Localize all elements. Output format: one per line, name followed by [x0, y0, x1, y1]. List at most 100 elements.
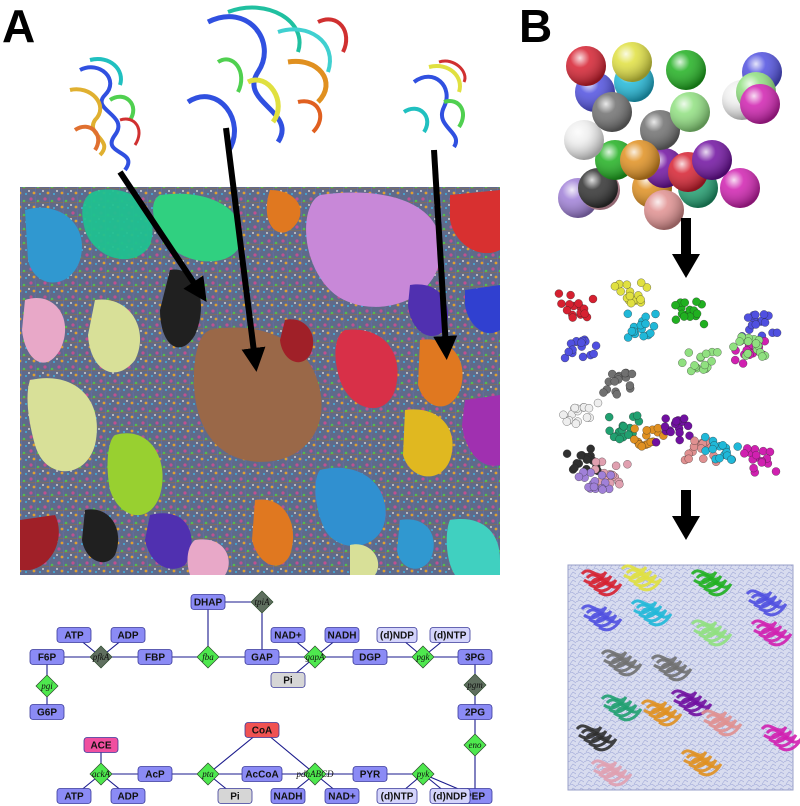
metabolite-node-g6p: G6P: [29, 704, 65, 720]
panel-a-letter: A: [2, 0, 35, 52]
bead-chain-models: [554, 278, 782, 494]
protein-structure-right: [402, 59, 467, 149]
protein-ribbon-gray: [650, 654, 693, 682]
metabolite-node-coa: CoA: [244, 722, 280, 738]
metabolite-label: F6P: [38, 653, 57, 664]
sphere-gray: [640, 110, 680, 150]
metabolite-node-f6p: F6P: [29, 649, 65, 665]
metabolite-node-dhap: DHAP: [190, 594, 226, 610]
metabolite-node-gap: GAP: [244, 649, 280, 665]
enzyme-label: pgm: [466, 680, 483, 690]
protein-ribbon-pink: [700, 709, 743, 737]
metabolite-label: (d)NTP: [381, 792, 414, 803]
metabolite-label: CoA: [252, 726, 273, 737]
metabolite-label: NAD+: [328, 792, 356, 803]
metabolite-label: DGP: [359, 653, 381, 664]
metabolite-label: Pi: [283, 676, 293, 687]
metabolite-node-adp1: ADP: [110, 627, 146, 643]
protein-ribbon-blue: [580, 604, 623, 632]
glycolysis-pathway-diagram: ATP ADP F6P FBP G6P DHAP GAP NAD+ NADH Pi DGP (d)ND…: [29, 590, 493, 804]
metabolite-label: 2PG: [465, 708, 485, 719]
bead-chain-white: [559, 398, 603, 428]
enzyme-node-pdh: pdhABCD: [296, 762, 334, 786]
metabolite-node-accoa: AcCoA: [241, 766, 283, 782]
metabolite-label: NADH: [274, 792, 303, 803]
enzyme-node-pgk: pgk: [411, 645, 435, 669]
protein-ribbon-yellow: [620, 564, 663, 592]
metabolite-label: NADH: [328, 631, 357, 642]
enzyme-label: pfkA: [92, 652, 110, 662]
metabolite-node-nadp2: NAD+: [324, 788, 360, 804]
metabolite-label: (d)NDP: [380, 631, 414, 642]
enzyme-label: pyk: [416, 769, 430, 779]
panel-b-arrow-bottom: [672, 490, 700, 540]
bead-chain-purple: [651, 414, 694, 447]
atomistic-solvated-box: [567, 564, 800, 791]
metabolite-node-dndp2: (d)NDP: [429, 788, 471, 804]
enzyme-label: tpiA: [255, 597, 271, 607]
metabolite-label: 3PG: [465, 653, 485, 664]
metabolite-node-nadp1: NAD+: [270, 627, 306, 643]
metabolite-node-adp2: ADP: [110, 788, 146, 804]
metabolite-label: (d)NDP: [433, 792, 467, 803]
enzyme-label: pgi: [40, 681, 53, 691]
metabolite-label: AcCoA: [245, 770, 278, 781]
bead-chain-blue: [560, 335, 601, 363]
metabolite-label: ADP: [117, 631, 138, 642]
metabolite-label: FBP: [145, 653, 165, 664]
metabolite-node-atp2: ATP: [56, 788, 92, 804]
sphere-magenta: [720, 168, 760, 208]
sphere-light_green: [670, 92, 710, 132]
bead-chain-yellow: [610, 278, 652, 308]
metabolite-node-dntp1: (d)NTP: [429, 627, 471, 643]
metabolite-label: PYR: [360, 770, 381, 781]
enzyme-node-fba: fba: [196, 645, 220, 669]
metabolite-node-pi2: Pi: [217, 788, 253, 804]
protein-ribbon-red: [580, 569, 623, 597]
enzyme-node-pfka: pfkA: [89, 645, 113, 669]
sphere-white: [564, 120, 604, 160]
enzyme-node-pyk: pyk: [411, 762, 435, 786]
metabolite-label: ACE: [90, 741, 111, 752]
protein-ribbon-rose: [590, 759, 633, 787]
sphere-orange: [620, 140, 660, 180]
protein-ribbon-green: [690, 569, 733, 597]
enzyme-node-pgi: pgi: [35, 674, 59, 698]
metabolite-node-dgp: DGP: [352, 649, 388, 665]
protein-ribbon-gray: [600, 649, 643, 677]
protein-ribbon-orange: [640, 699, 683, 727]
bead-chain-red: [554, 289, 598, 322]
panel-b-arrow-top: [672, 218, 700, 278]
coarse-grained-spheres: [558, 42, 782, 230]
metabolite-label: ATP: [64, 792, 84, 803]
bead-chain-cyan: [623, 309, 660, 342]
metabolite-node-2pg: 2PG: [457, 704, 493, 720]
metabolite-label: ATP: [64, 631, 84, 642]
enzyme-label: pdhABCD: [296, 769, 334, 779]
bead-chain-magenta: [740, 444, 781, 477]
enzyme-node-acka: ackA: [89, 762, 113, 786]
metabolite-label: GAP: [251, 653, 273, 664]
metabolite-label: PEP: [465, 792, 485, 803]
sphere-purple: [692, 140, 732, 180]
enzyme-label: gapA: [306, 652, 326, 662]
sphere-magenta: [740, 84, 780, 124]
enzyme-node-pgm: pgm: [463, 673, 487, 697]
bead-chain-green: [671, 297, 709, 329]
metabolite-node-acp: AcP: [137, 766, 173, 782]
metabolite-node-ace: ACE: [83, 737, 119, 753]
enzyme-label: eno: [469, 740, 482, 750]
panel-a-arrows: [117, 127, 458, 372]
protein-ribbon-orange: [680, 749, 723, 777]
metabolite-node-nadh2: NADH: [270, 788, 306, 804]
protein-ribbon-teal: [600, 694, 643, 722]
protein-ribbon-purple: [670, 689, 713, 717]
bead-chain-orange: [630, 423, 668, 451]
protein-ribbon-black: [575, 724, 618, 752]
metabolite-node-fbp: FBP: [137, 649, 173, 665]
enzyme-label: pgk: [416, 652, 431, 662]
metabolite-node-3pg: 3PG: [457, 649, 493, 665]
metabolite-node-nadh1: NADH: [324, 627, 360, 643]
enzyme-node-eno: eno: [463, 733, 487, 757]
enzyme-node-tpia: tpiA: [250, 590, 274, 614]
